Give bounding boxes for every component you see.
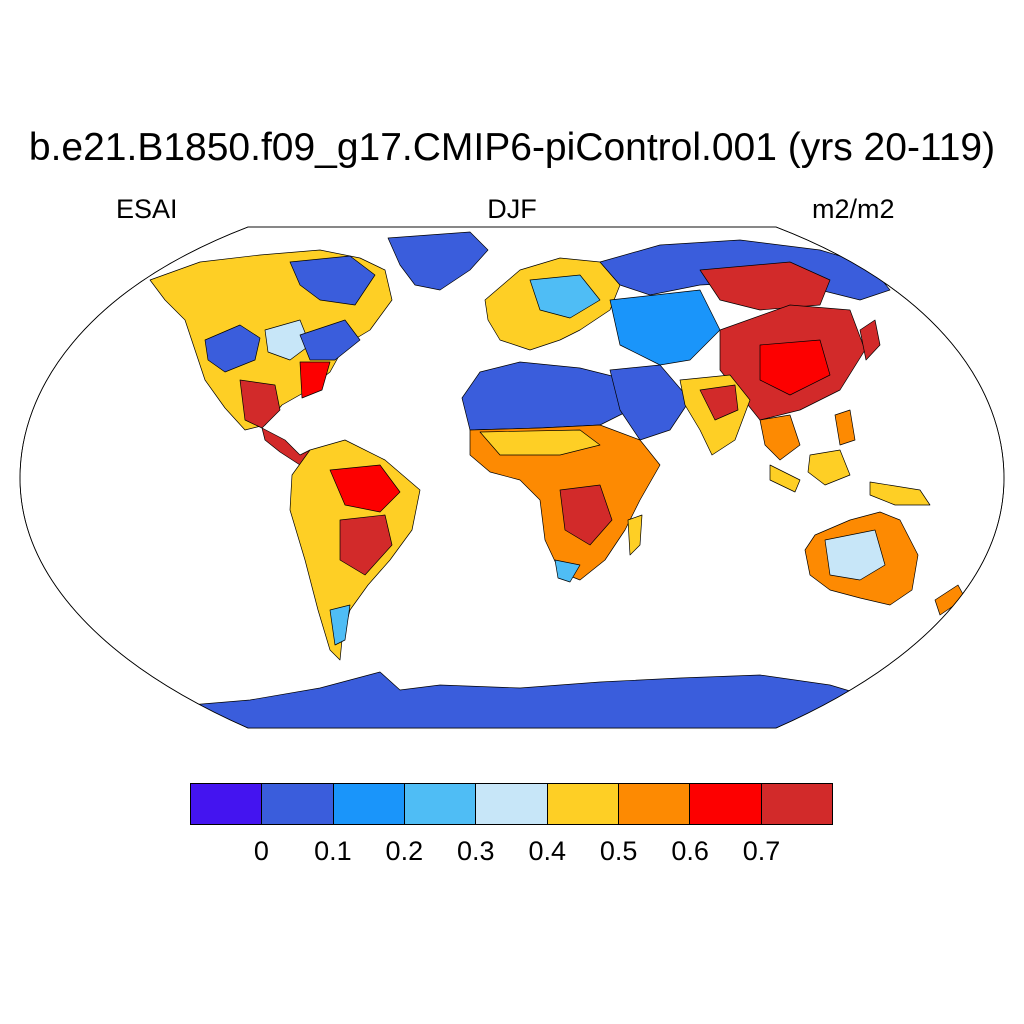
indonesia-sumatra — [769, 464, 801, 493]
north-america-plains-pale — [264, 319, 311, 361]
africa-red-patches — [559, 484, 613, 546]
russia-red — [699, 261, 831, 311]
japan — [859, 319, 881, 361]
north-america-west-blue — [204, 324, 261, 373]
new-guinea — [869, 481, 931, 506]
greenland — [387, 231, 489, 291]
colorbar-tick-label: 0.3 — [456, 836, 495, 866]
colorbar-cell — [618, 784, 691, 824]
southeast-us-red — [299, 361, 331, 399]
colorbar — [190, 783, 833, 825]
colorbar-cell — [476, 784, 548, 824]
india-red — [699, 384, 739, 421]
madagascar — [627, 514, 643, 556]
chart-title: b.e21.B1850.f09_g17.CMIP6-piControl.001 … — [28, 126, 996, 169]
colorbar-tick-label: 0.2 — [385, 836, 424, 866]
units-label: m2/m2 — [812, 194, 895, 224]
indonesia-borneo — [807, 449, 851, 486]
variable-label: ESAI — [116, 194, 178, 224]
colorbar-tick-label: 0.7 — [742, 836, 781, 866]
colorbar-cell — [690, 784, 762, 824]
australia-interior — [824, 529, 886, 581]
colorbar-tick-label: 0.5 — [599, 836, 638, 866]
colorbar-cell — [262, 784, 334, 824]
north-america-east-blue — [299, 319, 361, 361]
southeast-asia — [759, 414, 801, 461]
colorbar-cell — [404, 784, 477, 824]
philippines — [834, 409, 856, 446]
africa-yellow — [479, 429, 601, 456]
southern-africa-blue — [554, 559, 581, 583]
china-red-core — [759, 339, 831, 396]
colorbar-tick-label: 0 — [253, 836, 269, 866]
central-asia — [609, 289, 721, 366]
colorbar-tick-label: 0.4 — [528, 836, 566, 866]
season-label: DJF — [487, 194, 537, 224]
north-america-arctic-blue — [289, 255, 376, 306]
colorbar-tick-label: 0.6 — [671, 836, 709, 866]
amazon-red — [329, 464, 401, 513]
colorbar-cell — [761, 784, 832, 824]
patagonia-pale — [329, 604, 351, 646]
europe-blue — [529, 274, 601, 319]
map-outline — [19, 226, 1005, 729]
brazil-darkred — [339, 514, 393, 576]
mexico-red — [239, 379, 281, 429]
colorbar-cell — [333, 784, 405, 824]
colorbar-cell — [191, 784, 263, 824]
colorbar-cell — [547, 784, 619, 824]
colorbar-tick-label: 0.1 — [314, 836, 352, 866]
